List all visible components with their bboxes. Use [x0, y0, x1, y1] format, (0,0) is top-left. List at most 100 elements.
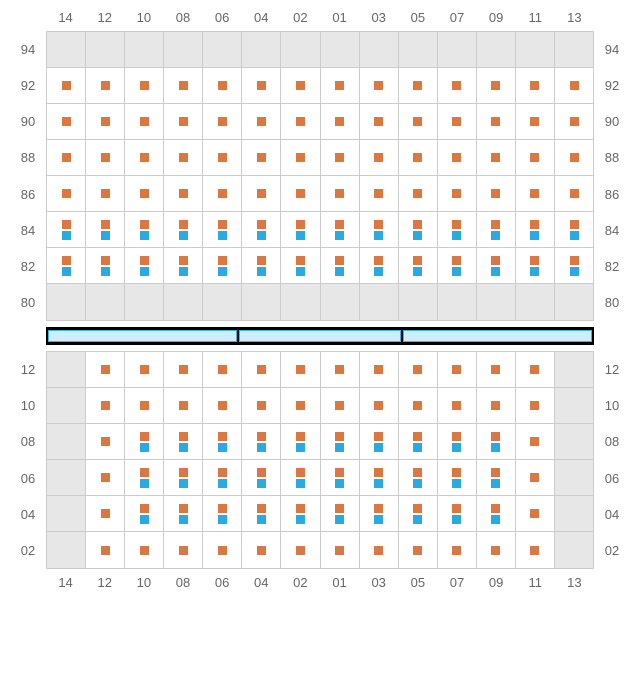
cell[interactable] [438, 284, 477, 320]
cell[interactable] [360, 248, 399, 283]
marker-orange[interactable] [101, 256, 110, 265]
cell[interactable] [86, 388, 125, 423]
cell[interactable] [86, 424, 125, 459]
marker-blue[interactable] [140, 479, 149, 488]
marker-orange[interactable] [374, 546, 383, 555]
cell[interactable] [47, 532, 86, 568]
marker-orange[interactable] [257, 504, 266, 513]
marker-orange[interactable] [570, 189, 579, 198]
marker-orange[interactable] [296, 117, 305, 126]
marker-blue[interactable] [101, 231, 110, 240]
cell[interactable] [242, 140, 281, 175]
cell[interactable] [516, 104, 555, 139]
cell[interactable] [516, 32, 555, 67]
marker-blue[interactable] [335, 515, 344, 524]
marker-orange[interactable] [335, 546, 344, 555]
cell[interactable] [164, 176, 203, 211]
cell[interactable] [360, 284, 399, 320]
marker-orange[interactable] [257, 468, 266, 477]
marker-orange[interactable] [452, 504, 461, 513]
cell[interactable] [164, 388, 203, 423]
marker-blue[interactable] [374, 515, 383, 524]
marker-orange[interactable] [257, 220, 266, 229]
cell[interactable] [47, 496, 86, 531]
marker-blue[interactable] [374, 267, 383, 276]
cell[interactable] [125, 140, 164, 175]
cell[interactable] [516, 424, 555, 459]
marker-orange[interactable] [413, 220, 422, 229]
cell[interactable] [438, 424, 477, 459]
marker-blue[interactable] [140, 231, 149, 240]
cell[interactable] [242, 32, 281, 67]
marker-orange[interactable] [296, 504, 305, 513]
cell[interactable] [555, 32, 593, 67]
marker-orange[interactable] [218, 81, 227, 90]
marker-orange[interactable] [374, 468, 383, 477]
marker-blue[interactable] [179, 267, 188, 276]
cell[interactable] [203, 532, 242, 568]
marker-orange[interactable] [296, 189, 305, 198]
cell[interactable] [242, 176, 281, 211]
cell[interactable] [399, 32, 438, 67]
marker-blue[interactable] [179, 443, 188, 452]
marker-orange[interactable] [62, 153, 71, 162]
marker-orange[interactable] [140, 432, 149, 441]
marker-orange[interactable] [140, 81, 149, 90]
marker-orange[interactable] [413, 189, 422, 198]
cell[interactable] [203, 248, 242, 283]
marker-orange[interactable] [413, 81, 422, 90]
marker-orange[interactable] [413, 432, 422, 441]
cell[interactable] [203, 284, 242, 320]
marker-orange[interactable] [101, 546, 110, 555]
marker-blue[interactable] [491, 479, 500, 488]
cell[interactable] [125, 212, 164, 247]
marker-orange[interactable] [335, 81, 344, 90]
marker-orange[interactable] [257, 153, 266, 162]
cell[interactable] [555, 424, 593, 459]
cell[interactable] [438, 496, 477, 531]
cell[interactable] [321, 176, 360, 211]
marker-orange[interactable] [257, 117, 266, 126]
marker-orange[interactable] [413, 117, 422, 126]
marker-orange[interactable] [296, 365, 305, 374]
marker-orange[interactable] [257, 365, 266, 374]
cell[interactable] [321, 104, 360, 139]
marker-blue[interactable] [413, 267, 422, 276]
marker-orange[interactable] [530, 117, 539, 126]
cell[interactable] [516, 212, 555, 247]
cell[interactable] [86, 104, 125, 139]
marker-orange[interactable] [179, 504, 188, 513]
marker-orange[interactable] [570, 117, 579, 126]
marker-orange[interactable] [179, 546, 188, 555]
cell[interactable] [47, 352, 86, 387]
cell[interactable] [86, 32, 125, 67]
cell[interactable] [399, 176, 438, 211]
cell[interactable] [281, 104, 320, 139]
marker-orange[interactable] [491, 81, 500, 90]
marker-blue[interactable] [62, 267, 71, 276]
cell[interactable] [477, 460, 516, 495]
cell[interactable] [86, 496, 125, 531]
cell[interactable] [164, 284, 203, 320]
cell[interactable] [477, 532, 516, 568]
cell[interactable] [555, 496, 593, 531]
marker-orange[interactable] [452, 256, 461, 265]
cell[interactable] [125, 532, 164, 568]
cell[interactable] [47, 140, 86, 175]
marker-orange[interactable] [140, 468, 149, 477]
cell[interactable] [555, 352, 593, 387]
cell[interactable] [47, 68, 86, 103]
marker-orange[interactable] [530, 401, 539, 410]
marker-orange[interactable] [140, 117, 149, 126]
cell[interactable] [555, 176, 593, 211]
marker-orange[interactable] [413, 256, 422, 265]
cell[interactable] [399, 104, 438, 139]
cell[interactable] [242, 104, 281, 139]
marker-orange[interactable] [491, 401, 500, 410]
marker-orange[interactable] [296, 468, 305, 477]
cell[interactable] [477, 284, 516, 320]
marker-blue[interactable] [296, 443, 305, 452]
marker-orange[interactable] [62, 81, 71, 90]
cell[interactable] [125, 176, 164, 211]
cell[interactable] [399, 388, 438, 423]
